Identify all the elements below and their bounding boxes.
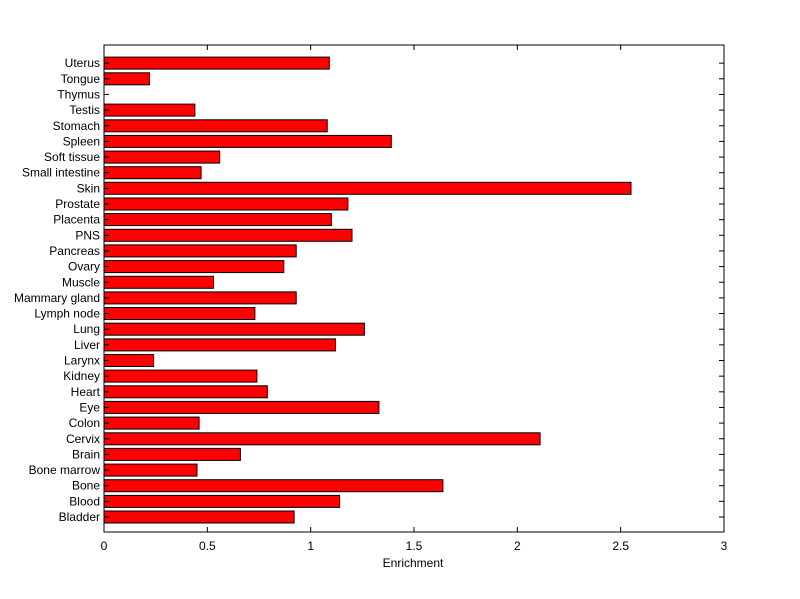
bar [103,228,353,242]
bars-group [103,56,632,524]
bar [103,275,214,289]
category-label: Kidney [63,369,100,383]
x-tick-label: 0 [101,539,108,553]
category-label: Lymph node [34,307,100,321]
category-label: Uterus [65,56,100,70]
bar [103,119,328,133]
bar [103,103,196,117]
category-label: Tongue [61,72,101,86]
bar [103,322,365,336]
bar [103,307,256,320]
ticks-group [103,45,725,532]
category-label: Mammary gland [14,291,100,305]
category-label: Lung [73,322,100,336]
bar [103,463,198,477]
category-label: Muscle [62,275,100,289]
category-label: Colon [69,416,100,430]
bar [103,494,341,508]
category-label: Bone marrow [29,463,101,477]
bar [103,291,297,305]
bar [103,385,268,399]
bar [103,479,444,493]
bar [103,72,150,86]
bar [103,510,295,524]
bar [103,134,392,148]
category-label: Brain [72,447,100,461]
category-label: Thymus [57,87,100,101]
bar [103,197,349,211]
category-label: Liver [74,338,100,352]
category-label: PNS [75,228,100,242]
bar [103,260,285,274]
category-label: Bone [72,479,100,493]
x-tick-label: 1 [307,539,314,553]
x-tick-label: 3 [721,539,728,553]
x-tick-labels-group: 0 0.5 1 1.5 2 2.5 3 [101,539,728,553]
bar [103,432,541,446]
category-label: Eye [79,400,100,414]
bar [103,369,258,383]
x-tick-label: 1.5 [406,539,423,553]
category-label: Spleen [63,134,100,148]
x-tick-label: 0.5 [199,539,216,553]
category-label: Larynx [64,354,100,368]
category-label: Bladder [59,510,100,524]
category-label: Stomach [53,119,100,133]
x-tick-label: 2 [514,539,521,553]
category-label: Small intestine [22,166,100,180]
category-label: Skin [77,181,100,195]
bar [103,213,332,227]
bar [103,56,330,70]
x-tick-label: 2.5 [612,539,629,553]
bar [103,166,202,180]
bar [103,150,221,164]
category-label: Ovary [68,260,100,274]
category-label: Heart [71,385,101,399]
category-label: Pancreas [49,244,100,258]
category-label: Testis [69,103,100,117]
bar [103,447,241,461]
bar [103,354,155,367]
category-label: Cervix [66,432,100,446]
category-label: Blood [69,494,100,508]
category-label: Placenta [53,213,100,227]
bar [103,400,380,414]
bar [103,244,297,258]
bar [103,181,632,195]
bar [103,338,336,352]
bar [103,416,200,430]
x-axis-title: Enrichment [383,556,444,570]
category-label: Soft tissue [44,150,100,164]
category-label: Prostate [55,197,100,211]
